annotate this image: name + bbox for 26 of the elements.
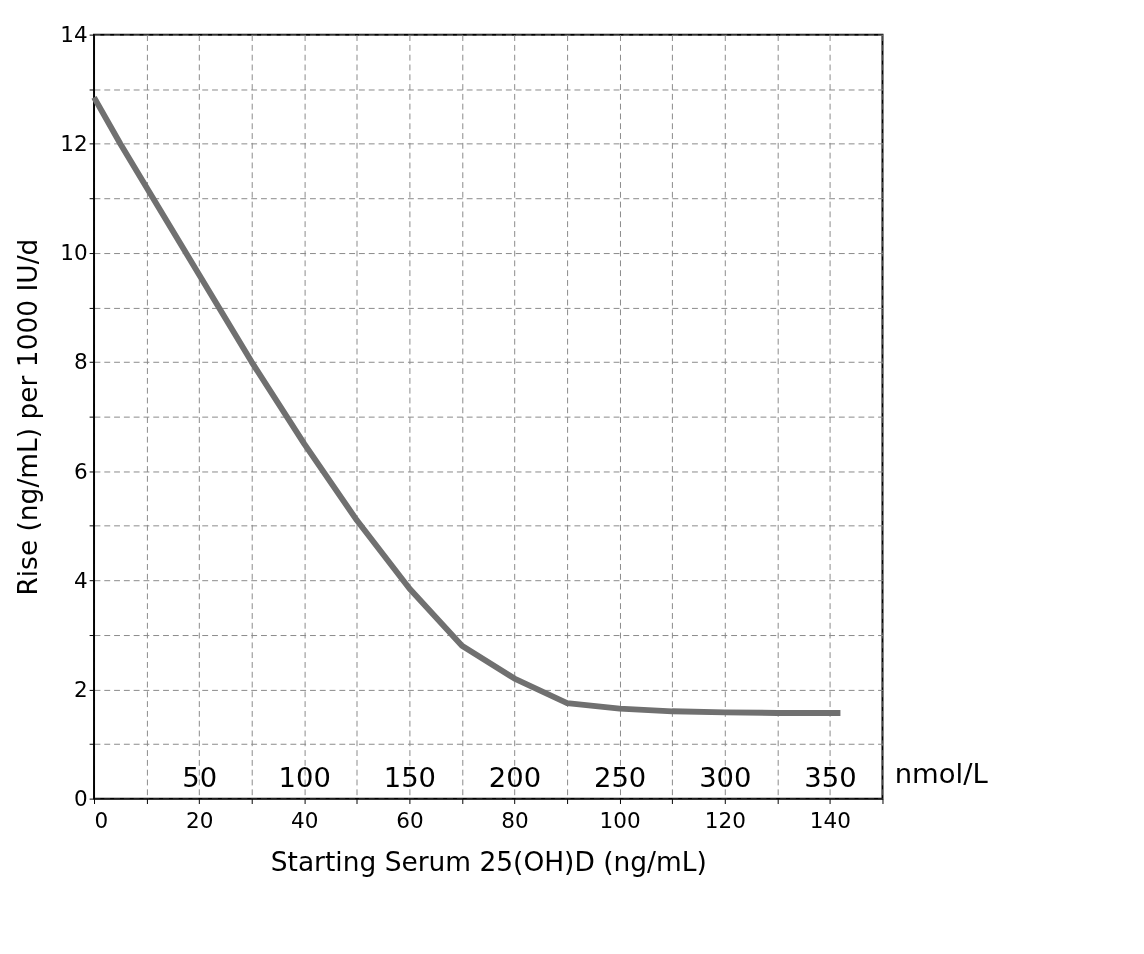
x-tick-label: 80	[501, 808, 529, 834]
y-axis-title: Rise (ng/mL) per 1000 IU/d	[11, 238, 43, 596]
y-tick-label: 4	[73, 567, 88, 593]
x-tick-label: 40	[291, 808, 319, 834]
y-tick-label: 2	[73, 676, 88, 702]
x-tick-label: 120	[704, 808, 746, 834]
x-tick-label: 20	[185, 808, 214, 834]
x-tick-label: 100	[599, 808, 641, 834]
y-tick-label: 10	[60, 240, 88, 266]
x-tick-label: 60	[396, 808, 424, 834]
y-tick-label: 8	[73, 349, 88, 375]
x2-tick-label: 100	[278, 762, 331, 794]
x2-tick-label: 250	[594, 762, 647, 794]
x-tick-label: 0	[94, 808, 109, 834]
y-tick-label: 0	[73, 785, 88, 811]
y-tick-label: 6	[73, 458, 88, 484]
x2-tick-label: 150	[383, 762, 437, 794]
y-tick-label: 12	[60, 131, 88, 157]
x-axis-title: Starting Serum 25(OH)D (ng/mL)	[270, 845, 707, 877]
x2-axis-title: nmol/L	[894, 758, 989, 790]
x-tick-label: 140	[809, 808, 851, 834]
x2-tick-label: 350	[804, 762, 857, 794]
y-tick-label: 14	[60, 22, 88, 47]
x2-tick-label: 300	[699, 762, 752, 794]
x2-tick-label: 50	[182, 762, 218, 794]
x2-tick-label: 200	[488, 762, 542, 794]
